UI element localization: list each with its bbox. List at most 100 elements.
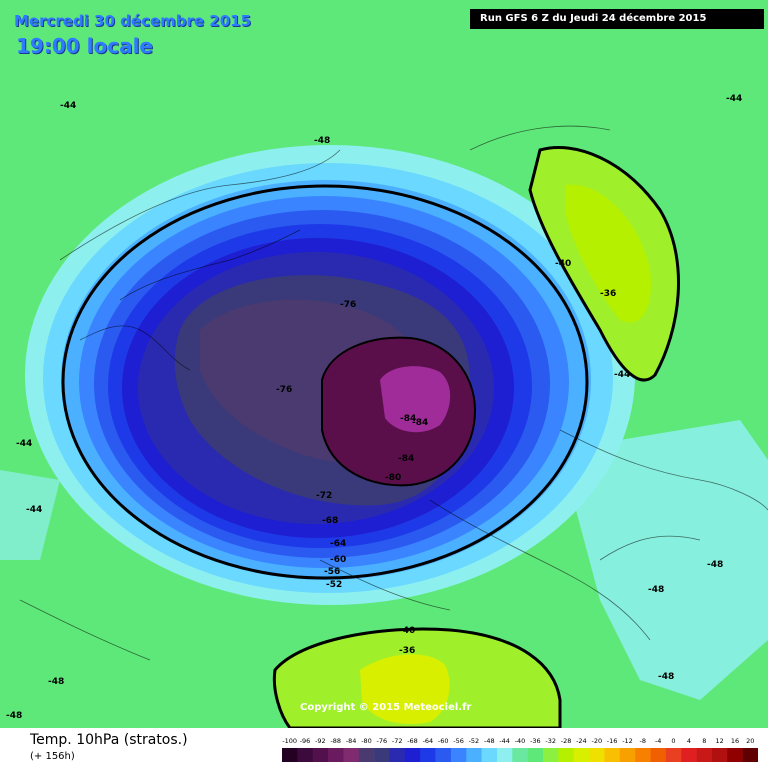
contour-label: -48	[48, 677, 64, 687]
contour-label: -44	[16, 439, 32, 449]
legend-label: -64	[423, 737, 434, 745]
contour-label: -48	[648, 585, 664, 595]
legend-swatch	[543, 748, 559, 762]
legend-label: -36	[530, 737, 541, 745]
legend-label: -100	[282, 737, 297, 745]
legend-label: -8	[640, 737, 646, 745]
contour-label: -84	[412, 418, 428, 428]
forecast-time: 19:00 locale	[16, 34, 153, 58]
legend-swatch	[589, 748, 605, 762]
legend-swatch	[420, 748, 436, 762]
contour-label: -44	[26, 505, 42, 515]
run-info: Run GFS 6 Z du Jeudi 24 décembre 2015	[470, 9, 764, 29]
legend-label: -24	[576, 737, 587, 745]
legend-swatch	[742, 748, 758, 762]
cold-core	[321, 336, 477, 487]
contour-label: -84	[398, 454, 414, 464]
legend-label: -92	[315, 737, 326, 745]
legend-label: -40	[515, 737, 526, 745]
contour-labels: -44 -48 -44 -40 -36 -44 -76 -76 -84 -84 …	[6, 94, 742, 721]
contour-label: -44	[60, 101, 76, 111]
legend-swatch	[558, 748, 575, 762]
contour-label: -80	[385, 473, 401, 483]
legend-label: -16	[607, 737, 618, 745]
legend-swatch	[573, 748, 590, 762]
legend-swatch	[696, 748, 713, 762]
forecast-date: Mercredi 30 décembre 2015	[14, 12, 252, 30]
legend-swatch	[604, 748, 621, 762]
legend-label: -48	[484, 737, 495, 745]
variable-title: Temp. 10hPa (stratos.)	[30, 732, 188, 748]
legend-swatch	[282, 748, 298, 762]
legend-swatch	[404, 748, 421, 762]
legend-swatch	[496, 748, 513, 762]
contour-label: -56	[324, 567, 340, 577]
lead-time: (+ 156h)	[30, 751, 75, 762]
legend-label: -76	[376, 737, 387, 745]
contour-label: -48	[6, 711, 22, 721]
contour-label: -76	[276, 385, 292, 395]
contour-label: -60	[330, 555, 346, 565]
legend-label: -56	[453, 737, 464, 745]
contour-label: -68	[322, 516, 338, 526]
legend-swatch	[328, 748, 344, 762]
legend-swatch	[527, 748, 544, 762]
legend-label: -68	[407, 737, 418, 745]
legend-label: -12	[622, 737, 633, 745]
legend-swatch	[312, 748, 329, 762]
legend-labels: -100 -96 -92 -88 -84 -80 -76 -72 -68 -64 -60 -56 -52…	[282, 737, 754, 745]
legend-label: -4	[655, 737, 661, 745]
legend-swatch	[727, 748, 743, 762]
legend-label: -80	[361, 737, 372, 745]
legend-label: -88	[330, 737, 341, 745]
legend-label: 4	[687, 737, 691, 745]
legend-swatch	[665, 748, 682, 762]
legend-label: 16	[731, 737, 739, 745]
copyright-text: Copyright © 2015 Meteociel.fr	[300, 702, 471, 713]
coastlines	[19, 125, 768, 661]
contour-label: -64	[330, 539, 346, 549]
legend-swatch	[619, 748, 636, 762]
legend-swatch	[435, 748, 452, 762]
legend-swatch	[635, 748, 651, 762]
contour-label: -76	[340, 300, 356, 310]
legend-swatch	[389, 748, 406, 762]
contour-label: -48	[707, 560, 723, 570]
legend-swatch	[711, 748, 728, 762]
legend-label: -52	[469, 737, 480, 745]
legend-label: -60	[438, 737, 449, 745]
contour-label: -84	[400, 414, 416, 424]
contour-label: -40	[555, 259, 571, 269]
legend-label: -44	[499, 737, 510, 745]
color-scale-legend: -100 -96 -92 -88 -84 -80 -76 -72 -68 -64 -60 -56 -52…	[282, 737, 758, 762]
legend-label: -84	[346, 737, 357, 745]
contour-label: -44	[614, 370, 630, 380]
legend-swatch	[374, 748, 390, 762]
contour-label: -48	[314, 136, 330, 146]
legend-swatch	[512, 748, 528, 762]
contour-label: -36	[399, 646, 415, 656]
legend-swatch	[681, 748, 697, 762]
legend-swatch	[481, 748, 498, 762]
contour-label: -36	[600, 289, 616, 299]
legend-swatch	[466, 748, 482, 762]
legend-label: -96	[300, 737, 311, 745]
legend-label: 8	[702, 737, 706, 745]
contour-label: -48	[658, 672, 674, 682]
legend-label: 0	[671, 737, 675, 745]
legend-swatch	[358, 748, 375, 762]
legend-swatches	[282, 748, 758, 762]
contour-label: -72	[316, 491, 332, 501]
legend-swatch	[297, 748, 313, 762]
contour-label: -44	[726, 94, 742, 104]
legend-label: -20	[591, 737, 602, 745]
contour-label: -52	[326, 580, 342, 590]
legend-label: 20	[746, 737, 754, 745]
legend-label: 12	[715, 737, 723, 745]
stratospheric-temperature-map: -44 -48 -44 -40 -36 -44 -76 -76 -84 -84 …	[0, 94, 768, 728]
contour-label: -40	[399, 626, 415, 636]
legend-swatch	[650, 748, 667, 762]
warm-patch-east	[528, 146, 680, 382]
legend-label: -28	[561, 737, 572, 745]
